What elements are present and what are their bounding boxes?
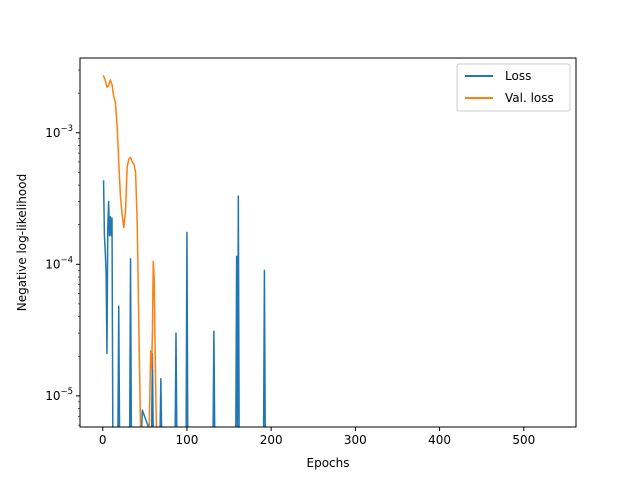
x-axis-label: Epochs [307,456,350,470]
x-tick-label: 0 [99,433,107,447]
x-tick-label: 100 [175,433,198,447]
series-line-loss [102,180,266,427]
series-layer [102,75,266,427]
x-tick-label: 200 [260,433,283,447]
x-tick-label: 500 [512,433,535,447]
tick-layer: 0 100 200 300 400 500 10−5 10−4 10−3 [45,69,535,447]
y-tick-label: 10−5 [45,387,73,403]
y-tick-label: 10−4 [45,255,73,271]
legend-label-val-loss: Val. loss [505,91,554,105]
x-tick-label: 300 [344,433,367,447]
legend: Loss Val. loss [456,63,571,112]
plot-background [80,58,576,427]
y-axis-label: Negative log-likelihood [15,174,29,311]
y-tick-label: 10−3 [45,124,73,140]
x-tick-label: 400 [428,433,451,447]
series-line-val-loss [102,75,158,427]
legend-label-loss: Loss [505,69,531,83]
plot-frame [79,57,577,428]
